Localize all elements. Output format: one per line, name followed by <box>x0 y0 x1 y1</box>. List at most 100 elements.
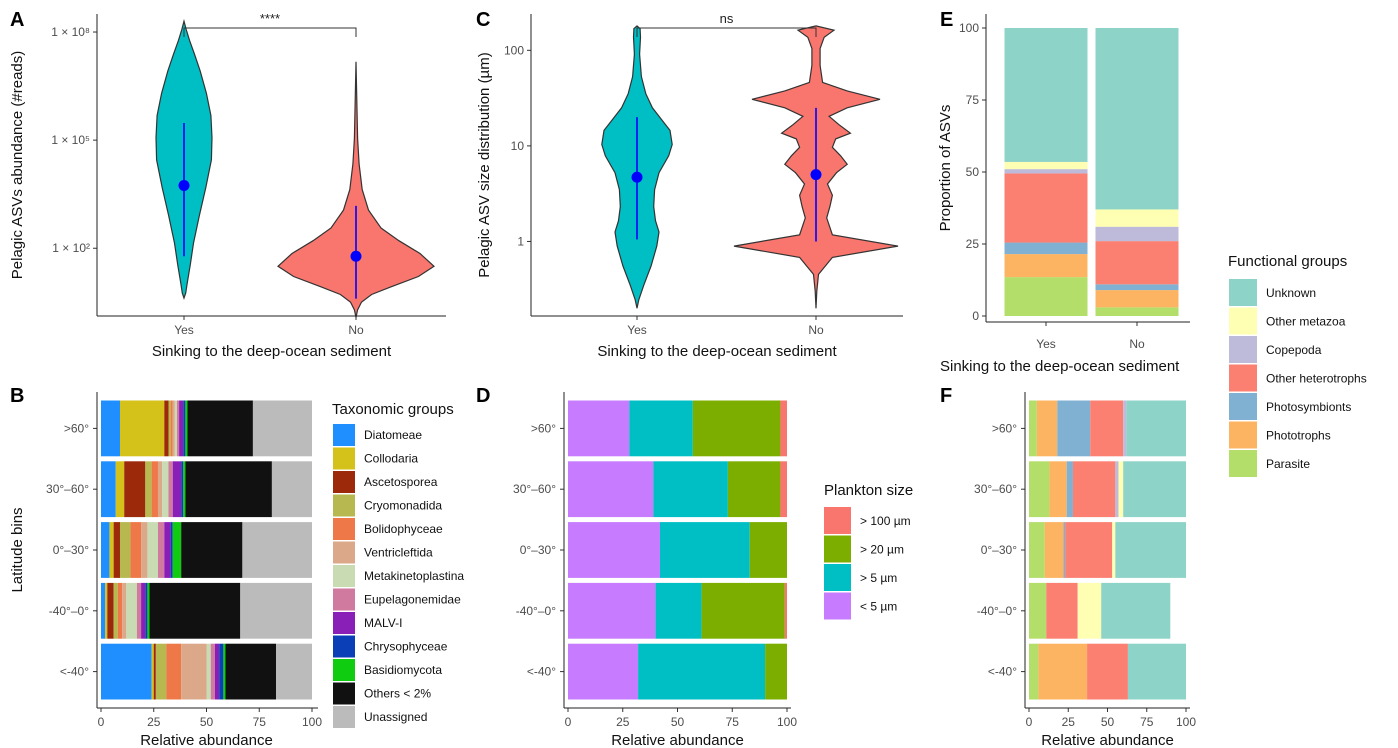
bar-segment <box>119 522 131 578</box>
bar-segment <box>655 582 702 639</box>
bar-segment <box>1065 522 1113 578</box>
bar-segment <box>157 522 165 578</box>
bar-segment <box>206 643 211 700</box>
bar-segment <box>145 582 148 639</box>
bar-segment <box>780 461 787 518</box>
legend-swatch <box>333 447 355 470</box>
panel-letter-f: F <box>940 385 952 407</box>
bar-segment <box>214 643 220 700</box>
panel-letter-d: D <box>476 385 490 407</box>
y-tick-label: 10 <box>511 139 525 153</box>
legend-swatch <box>824 535 851 563</box>
bar-segment <box>659 522 750 578</box>
x-axis-title: Relative abundance <box>611 732 744 748</box>
bar-segment <box>151 643 154 700</box>
bar-segment <box>172 461 182 518</box>
x-tick-label: 75 <box>253 715 267 729</box>
x-tick-label: 25 <box>1062 715 1076 729</box>
legend-label: Parasite <box>1266 457 1310 471</box>
bar-segment <box>101 461 116 518</box>
bar-segment <box>174 400 177 457</box>
legend-label: Copepoda <box>1266 343 1322 357</box>
legend-swatch <box>1229 393 1257 420</box>
y-tick-label: -40°–0° <box>49 604 89 618</box>
legend-swatch <box>333 659 355 681</box>
x-tick-label: 100 <box>302 715 322 729</box>
bar-segment <box>1072 461 1116 518</box>
legend-label: > 100 µm <box>860 514 911 528</box>
bar-segment <box>1118 461 1124 518</box>
bar-segment <box>113 582 118 639</box>
legend-label: > 20 µm <box>860 543 904 557</box>
bar-segment <box>147 522 158 578</box>
x-tick-label: 0 <box>1026 715 1033 729</box>
y-tick-label: 75 <box>966 93 980 107</box>
x-axis-title: Sinking to the deep-ocean sediment <box>597 343 837 360</box>
bar-segment <box>240 582 312 639</box>
bar-segment <box>1123 461 1186 518</box>
bar-segment <box>1095 290 1179 308</box>
legend-title: Taxonomic groups <box>332 401 454 418</box>
bar-segment <box>749 522 787 578</box>
bar-segment <box>151 461 158 518</box>
bar-segment <box>147 582 150 639</box>
bar-segment <box>1115 461 1119 518</box>
bar-segment <box>784 582 787 639</box>
legend-title: Functional groups <box>1228 253 1347 270</box>
legend-label: MALV-I <box>364 616 402 630</box>
y-tick-label: 100 <box>959 21 979 35</box>
median-point-yes <box>178 180 190 192</box>
bar-segment <box>183 400 186 457</box>
y-tick-label: -40°–0° <box>977 604 1017 618</box>
legend-swatch <box>333 494 355 517</box>
bar-segment <box>183 461 186 518</box>
legend-D: Plankton size > 100 µm > 20 µm > 5 µm < 5 µm <box>824 482 913 620</box>
bar-segment <box>1029 400 1037 457</box>
panel-B: 0 25 50 75 100 Relative abundance Latitude bin… <box>9 400 322 748</box>
bar-segment <box>157 461 163 518</box>
y-axis-title: Proportion of ASVs <box>937 105 954 232</box>
bar-segment <box>113 522 120 578</box>
bar-segment <box>141 582 146 639</box>
bar-segment <box>1004 173 1088 243</box>
y-tick-label: >60° <box>531 421 556 435</box>
bar-segment <box>185 461 272 518</box>
bar-segment <box>1123 400 1127 457</box>
legend-label: Ventricleftida <box>364 546 433 560</box>
legend-B: Taxonomic groups Diatomeae Collodaria Ascet… <box>332 401 464 728</box>
y-tick-label: 0 <box>972 309 979 323</box>
panel-C: 1 10 100 Yes No Sinking to the deep-ocean sed… <box>476 11 899 360</box>
bar-segment <box>1115 522 1186 578</box>
bar-segment <box>1095 284 1179 291</box>
median-point-no <box>810 169 822 181</box>
median-point-no <box>350 250 362 262</box>
bar-segment <box>1095 28 1179 210</box>
x-tick-label: Yes <box>627 323 647 337</box>
legend-label: Collodaria <box>364 452 418 466</box>
legend-label: > 5 µm <box>860 571 897 585</box>
bar-segment <box>1004 169 1088 174</box>
bar-segment <box>101 400 120 457</box>
bar-segment <box>271 461 312 518</box>
x-tick-label: 100 <box>1176 715 1196 729</box>
bar-segment <box>105 582 108 639</box>
bar-segment <box>122 582 127 639</box>
legend-swatch <box>824 564 851 591</box>
y-tick-label: >60° <box>64 421 89 435</box>
bar-segment <box>1127 643 1186 700</box>
bar-segment <box>162 461 169 518</box>
bar-segment <box>638 643 766 700</box>
bar-segment <box>1095 241 1179 285</box>
bar-segment <box>1029 522 1045 578</box>
x-tick-label: 0 <box>98 715 105 729</box>
bar-segment <box>130 522 142 578</box>
y-tick-label: <-40° <box>527 665 556 679</box>
bar-segment <box>141 522 148 578</box>
significance-label: ns <box>720 11 734 26</box>
legend-swatch <box>333 541 355 564</box>
legend-swatch <box>1229 279 1257 306</box>
legend-label: Phototrophs <box>1266 429 1331 443</box>
y-tick-label: 30°–60° <box>513 482 556 496</box>
bar-segment <box>1038 643 1088 700</box>
